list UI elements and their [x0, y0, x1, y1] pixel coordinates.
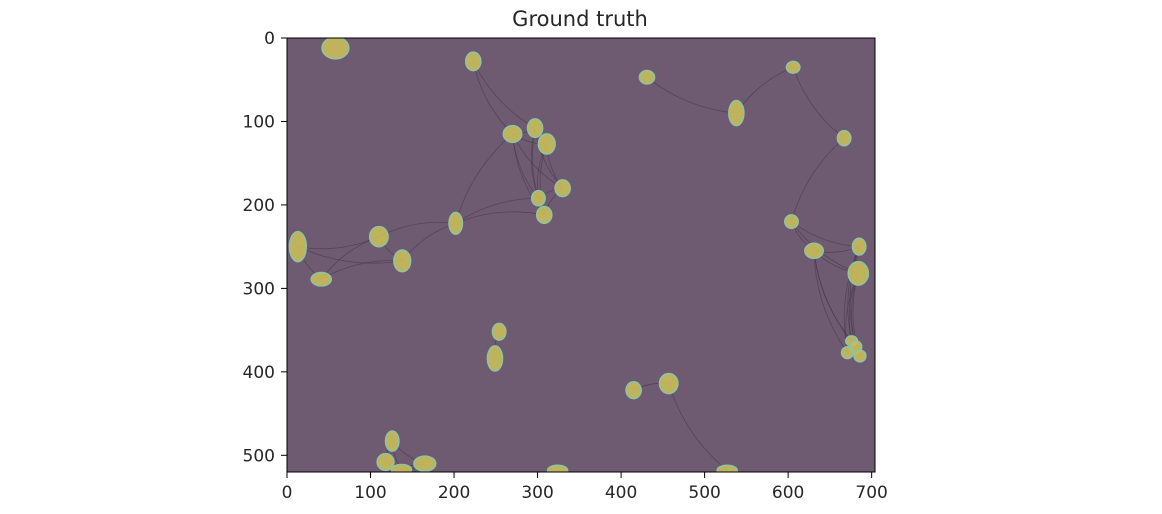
- cell-mask: [368, 225, 389, 248]
- x-tick-label: 0: [282, 483, 293, 503]
- neurite: [813, 250, 848, 353]
- neurite: [791, 137, 845, 222]
- y-tick-label: 200: [243, 196, 275, 216]
- cell-mask: [785, 60, 801, 74]
- x-tick-label: 300: [521, 483, 553, 503]
- cell-mask: [448, 211, 464, 235]
- cell-mask: [537, 133, 556, 155]
- cell-mask: [384, 430, 400, 452]
- y-axis: 0 100 200 300 400 500: [243, 29, 287, 466]
- cell-mask: [554, 179, 571, 198]
- y-tick-label: 100: [243, 112, 275, 132]
- y-tick-label: 500: [243, 446, 275, 466]
- cell-mask: [546, 464, 569, 472]
- y-tick-label: 400: [243, 363, 275, 383]
- cell-mask: [783, 214, 799, 230]
- cell-mask: [310, 271, 333, 287]
- neurite: [792, 67, 845, 139]
- cell-mask: [728, 99, 745, 127]
- y-tick-label: 0: [264, 29, 275, 49]
- y-tick-label: 300: [243, 279, 275, 299]
- cell-mask: [321, 38, 350, 60]
- neurite: [646, 76, 737, 114]
- cell-mask: [502, 124, 523, 144]
- neurite: [668, 383, 728, 471]
- plot-frame: [286, 37, 876, 473]
- cell-mask: [491, 322, 507, 341]
- cell-mask: [847, 260, 870, 286]
- cell-mask: [486, 345, 504, 372]
- cell-mask: [464, 51, 482, 72]
- cell-mask: [526, 118, 544, 139]
- neurite: [455, 197, 539, 224]
- cell-mask: [390, 463, 413, 472]
- cell-mask: [625, 381, 642, 400]
- x-tick-label: 500: [688, 483, 720, 503]
- neurite: [455, 211, 545, 224]
- chart-title: Ground truth: [512, 7, 648, 31]
- neurite: [297, 246, 403, 264]
- cell-mask: [804, 242, 825, 260]
- cell-mask: [716, 464, 738, 472]
- cell-mask: [376, 452, 395, 472]
- cell-mask: [288, 230, 308, 263]
- cell-mask: [836, 129, 852, 147]
- cell-mask: [638, 69, 656, 85]
- x-tick-label: 200: [438, 483, 470, 503]
- cell-mask: [413, 455, 437, 472]
- x-axis: 0 100 200 300 400 500 600 700: [282, 472, 888, 503]
- x-tick-label: 700: [855, 483, 887, 503]
- neurite: [455, 133, 513, 224]
- image-background: [287, 38, 875, 472]
- cell-mask: [853, 349, 867, 363]
- cell-mask: [658, 372, 679, 395]
- x-tick-label: 400: [605, 483, 637, 503]
- cell-mask: [535, 205, 553, 225]
- x-tick-label: 600: [772, 483, 804, 503]
- x-tick-label: 100: [354, 483, 386, 503]
- cell-mask-layer: [288, 38, 870, 472]
- cell-mask: [393, 249, 412, 273]
- cell-mask: [530, 189, 546, 207]
- cell-mask: [851, 237, 867, 256]
